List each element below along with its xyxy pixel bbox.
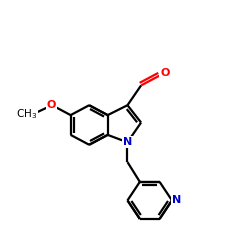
Text: N: N bbox=[123, 137, 132, 147]
Text: N: N bbox=[123, 137, 132, 147]
Text: N: N bbox=[172, 196, 181, 205]
Text: CH₃: CH₃ bbox=[16, 109, 37, 119]
Text: CH$_3$: CH$_3$ bbox=[16, 107, 37, 121]
Text: O: O bbox=[47, 100, 56, 110]
Text: O: O bbox=[160, 68, 170, 78]
Text: O: O bbox=[160, 68, 170, 78]
Text: O: O bbox=[47, 100, 56, 110]
Text: N: N bbox=[172, 196, 181, 205]
